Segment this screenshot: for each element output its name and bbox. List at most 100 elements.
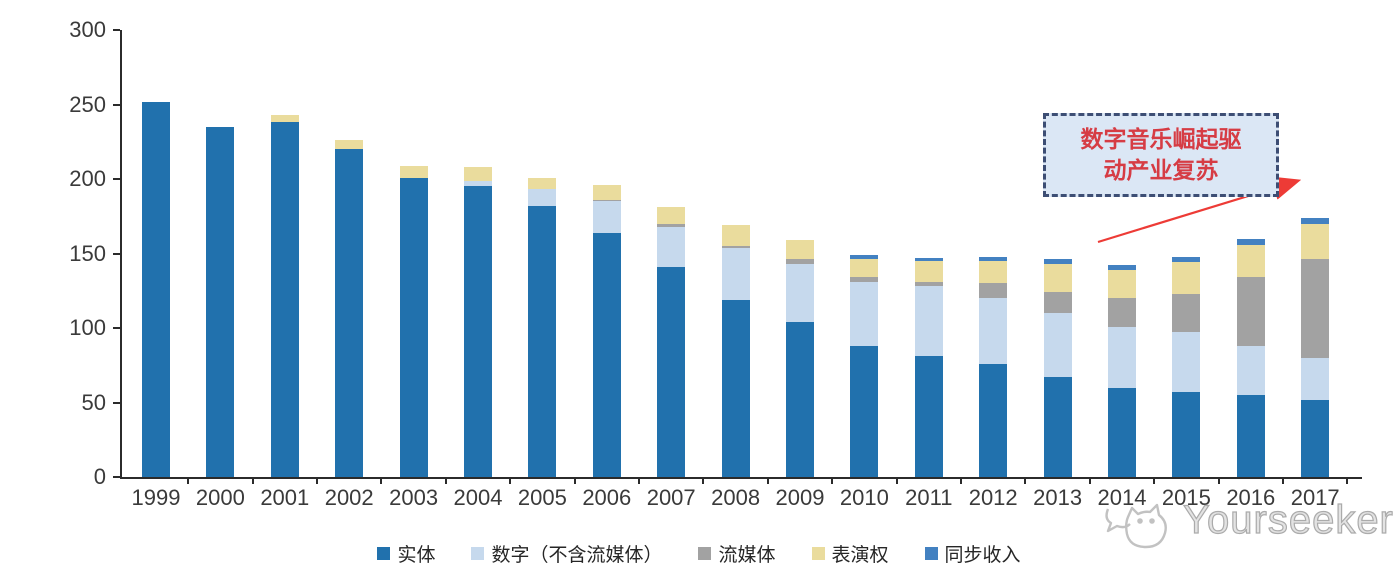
x-axis-tick-label: 2015	[1161, 485, 1211, 510]
legend-swatch-icon	[811, 547, 825, 560]
y-axis-tick	[113, 476, 120, 478]
bar-segment	[270, 114, 299, 123]
bar-segment	[1043, 259, 1072, 264]
x-axis-tick	[573, 477, 576, 484]
bar-segment	[850, 345, 879, 477]
x-axis-tick-label: 2008	[711, 485, 761, 510]
bar-segment	[1236, 395, 1265, 477]
x-axis-tick	[1024, 477, 1027, 484]
legend-swatch-icon	[924, 547, 938, 560]
bar-segment	[1172, 256, 1201, 263]
legend-label: 流媒体	[718, 545, 776, 566]
legend-item: 数字（不含流媒体）	[471, 540, 662, 567]
bar-segment	[721, 247, 750, 300]
bar-column	[142, 101, 170, 477]
bar-segment	[1108, 298, 1136, 327]
bar-column	[914, 258, 943, 477]
bar-segment	[399, 165, 428, 178]
bar-segment	[1043, 313, 1072, 378]
bar-column	[206, 126, 235, 477]
y-axis-tick	[113, 252, 120, 255]
bar-segment	[979, 298, 1008, 364]
bar-column	[1108, 265, 1136, 477]
bar-segment	[1043, 292, 1072, 314]
bar-segment	[657, 223, 686, 227]
bar-segment	[1301, 259, 1330, 358]
legend: 实体 数字（不含流媒体） 流媒体 表演权 同步收入	[0, 540, 1398, 567]
bar-segment	[914, 258, 943, 261]
bar-segment	[528, 177, 557, 190]
x-axis-tick-label: 2013	[1033, 485, 1083, 510]
bar-segment	[657, 266, 686, 477]
y-axis-tick	[113, 103, 120, 106]
bar-segment	[1301, 399, 1330, 477]
y-axis-tick-label: 50	[81, 389, 106, 415]
bar-segment	[914, 281, 943, 287]
x-axis-tick-label: 2005	[517, 485, 567, 510]
x-axis-tick-label: 1999	[131, 485, 181, 510]
bar-segment	[850, 255, 879, 260]
bar-column	[1172, 256, 1201, 477]
bar-segment	[399, 177, 428, 477]
bar-segment	[1236, 244, 1265, 278]
legend-item: 流媒体	[698, 540, 776, 567]
bar-segment	[914, 286, 943, 357]
bar-segment	[1108, 269, 1136, 299]
x-axis-tick	[960, 477, 962, 484]
bar-column	[464, 167, 492, 477]
legend-item: 实体	[377, 540, 435, 567]
x-axis-tick	[1282, 477, 1284, 484]
bar-segment	[270, 122, 299, 477]
y-axis-tick-label: 250	[69, 91, 106, 117]
x-axis-tick-label: 2009	[775, 485, 825, 510]
annotation-line2: 动产业复苏	[1103, 157, 1219, 183]
x-axis-tick-label: 2011	[905, 485, 953, 510]
bar-segment	[786, 240, 814, 260]
bar-column	[399, 165, 428, 477]
bar-segment	[979, 256, 1008, 261]
legend-item: 同步收入	[924, 540, 1021, 567]
x-axis-tick-label: 2016	[1226, 485, 1276, 510]
bar-column	[335, 140, 364, 477]
bar-segment	[657, 207, 686, 224]
x-axis-tick	[444, 477, 447, 484]
y-axis-tick-label: 100	[69, 315, 106, 340]
bar-segment	[657, 226, 686, 267]
x-axis-tick	[251, 477, 254, 484]
legend-swatch-icon	[698, 547, 712, 560]
bar-column	[721, 225, 750, 477]
bar-segment	[1172, 392, 1201, 477]
bar-column	[850, 255, 879, 477]
y-axis-tick	[113, 401, 120, 404]
x-axis-tick-label: 2003	[389, 485, 439, 510]
x-axis-tick	[187, 477, 190, 484]
bar-segment	[464, 180, 492, 187]
bar-segment	[721, 299, 750, 477]
bar-column	[1236, 238, 1265, 477]
bar-column	[1043, 259, 1072, 477]
y-axis-tick-label: 200	[69, 166, 106, 191]
bar-segment	[335, 149, 364, 477]
bar-segment	[786, 263, 814, 323]
bar-segment	[1043, 263, 1072, 293]
bar-segment	[142, 101, 170, 477]
bar-segment	[528, 189, 557, 206]
y-axis-tick-label: 150	[69, 240, 106, 266]
x-axis-tick-label: 2010	[839, 485, 889, 510]
x-axis-tick-label: 2014	[1097, 485, 1147, 510]
x-axis-tick	[1217, 477, 1220, 484]
bar-segment	[335, 140, 364, 150]
x-axis-tick-label: 2007	[646, 485, 696, 510]
bar-column	[1301, 217, 1330, 477]
bar-segment	[1301, 357, 1330, 400]
bar-segment	[1236, 277, 1265, 346]
x-axis-tick	[766, 477, 769, 484]
bar-segment	[914, 356, 943, 477]
legend-label: 数字（不含流媒体）	[491, 545, 663, 566]
bar-segment	[464, 186, 492, 477]
x-axis-tick-label: 2004	[453, 485, 503, 510]
bar-segment	[721, 225, 750, 247]
plot-area: 1999 2000 2001 2002 2003 2004 2005 2006 2007 2008…	[113, 29, 1362, 510]
bar-segment	[1301, 223, 1330, 260]
bar-segment	[1108, 387, 1136, 477]
